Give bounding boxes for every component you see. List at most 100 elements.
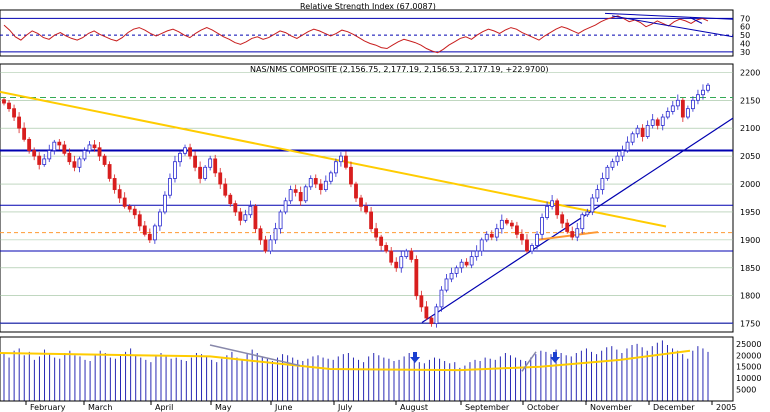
price-candle-down xyxy=(384,245,389,252)
price-candle-up xyxy=(469,256,474,266)
volume-trend-line xyxy=(0,349,691,372)
price-candle-down xyxy=(67,152,72,163)
x-axis-month-label: May xyxy=(215,403,232,412)
price-support-segment xyxy=(536,231,599,241)
price-candle-down xyxy=(349,166,353,185)
price-tick-label: 2150 xyxy=(740,96,760,105)
price-candle-down xyxy=(92,144,97,149)
x-axis-month-label: February xyxy=(30,403,66,412)
price-tick-label: 1850 xyxy=(740,264,760,273)
price-candle-up xyxy=(590,197,595,213)
rsi-tick-label: 50 xyxy=(740,31,750,40)
price-candle-up xyxy=(660,116,665,126)
price-candle-up xyxy=(333,161,338,174)
price-candle-down xyxy=(414,259,419,297)
price-candle-up xyxy=(42,158,47,165)
price-candle-down xyxy=(379,236,384,246)
price-candle-down xyxy=(409,250,414,260)
price-frame xyxy=(0,63,734,333)
price-candle-up xyxy=(706,84,710,91)
price-candle-down xyxy=(570,231,575,238)
x-axis-month-label: October xyxy=(527,403,560,412)
price-candle-up xyxy=(494,228,499,238)
price-candle-down xyxy=(198,166,203,179)
down-arrow-icon xyxy=(410,352,420,363)
price-candle-up xyxy=(288,189,293,202)
price-candle-down xyxy=(218,172,223,185)
price-candle-up xyxy=(208,158,213,168)
price-candle-up xyxy=(479,239,484,252)
price-tick-label: 2100 xyxy=(740,124,760,133)
price-candle-down xyxy=(640,127,645,137)
price-candle-up xyxy=(545,205,549,218)
price-candle-down xyxy=(394,261,399,269)
rsi-series-line xyxy=(3,15,709,54)
price-candle-up xyxy=(625,141,630,151)
price-candle-up xyxy=(630,133,635,143)
price-candle-up xyxy=(52,141,57,151)
price-candle-up xyxy=(499,219,504,230)
price-candle-up xyxy=(152,225,157,241)
price-candle-up xyxy=(484,233,489,241)
price-panel: NAS/NMS COMPOSITE (2,156.75, 2,177.19, 2… xyxy=(0,63,760,333)
price-candle-down xyxy=(298,192,303,202)
price-candle-down xyxy=(555,200,560,216)
price-candle-down xyxy=(2,99,6,104)
price-candle-up xyxy=(268,239,273,252)
price-candle-up xyxy=(691,99,695,110)
price-candle-down xyxy=(188,147,192,157)
rsi-title: Relative Strength Index (67.0087) xyxy=(300,2,436,11)
rsi-short-trendline xyxy=(689,17,703,24)
price-candle-up xyxy=(449,272,454,280)
price-candle-up xyxy=(47,150,52,160)
price-candle-down xyxy=(233,203,238,213)
x-axis: February March April May June July August Septe… xyxy=(0,400,736,412)
price-candle-up xyxy=(303,186,308,202)
price-candle-up xyxy=(439,289,444,308)
price-candle-up xyxy=(595,189,600,199)
price-candle-up xyxy=(183,147,187,154)
volume-declining-segment xyxy=(209,344,301,367)
x-axis-month-label: August xyxy=(400,403,428,412)
price-candle-up xyxy=(575,228,580,238)
price-candle-down xyxy=(223,183,228,196)
price-candle-up xyxy=(434,306,439,325)
price-tick-label: 1750 xyxy=(740,320,760,329)
price-candle-down xyxy=(228,194,233,204)
price-candle-up xyxy=(168,178,172,196)
price-candle-up xyxy=(620,150,625,157)
price-candle-down xyxy=(32,150,37,157)
price-tick-label: 1950 xyxy=(740,208,760,217)
price-candle-up xyxy=(665,111,670,118)
price-candle-down xyxy=(655,119,660,126)
price-candle-up xyxy=(283,200,288,213)
price-candle-down xyxy=(560,214,565,224)
price-candle-down xyxy=(72,161,77,168)
price-candle-down xyxy=(680,99,685,118)
price-candle-down xyxy=(258,228,263,241)
rsi-tick-label: 40 xyxy=(740,39,750,48)
price-candle-up xyxy=(157,211,162,227)
down-arrow-icon xyxy=(550,352,560,363)
price-candle-down xyxy=(429,317,434,325)
x-axis-month-label: November xyxy=(590,403,632,412)
price-candle-up xyxy=(550,200,555,207)
x-axis-month-label: September xyxy=(465,403,510,412)
price-candle-up xyxy=(675,99,680,107)
price-candle-down xyxy=(238,211,243,221)
price-candle-down xyxy=(142,225,147,235)
price-candle-up xyxy=(243,214,248,221)
price-candle-up xyxy=(615,155,620,163)
price-candle-up xyxy=(308,178,313,188)
price-uptrend-line xyxy=(421,117,734,324)
price-candle-up xyxy=(670,105,675,112)
price-candle-down xyxy=(359,197,363,207)
price-candle-up xyxy=(278,211,283,230)
price-candle-up xyxy=(685,108,690,118)
price-tick-label: 2050 xyxy=(740,152,760,161)
price-candle-down xyxy=(147,233,152,241)
price-candle-up xyxy=(635,127,640,135)
price-candle-down xyxy=(344,155,348,168)
price-candle-up xyxy=(600,178,605,191)
